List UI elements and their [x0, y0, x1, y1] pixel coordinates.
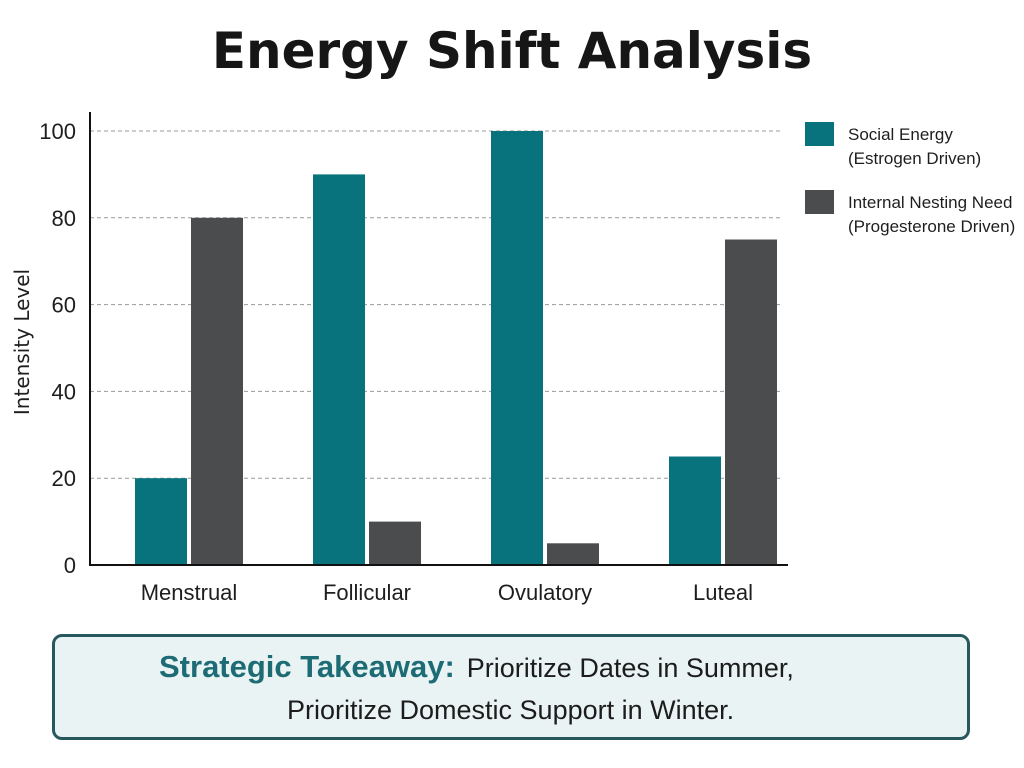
x-tick-label: Follicular — [323, 580, 411, 605]
bars — [135, 131, 777, 566]
takeaway-line-2: Prioritize Domestic Support in Winter. — [55, 695, 967, 726]
bar-menstrual-series-1 — [135, 478, 187, 565]
legend-swatch — [805, 122, 834, 146]
bar-luteal-series-2 — [725, 239, 777, 565]
x-tick-labels: Menstrual Follicular Ovulatory Luteal — [141, 580, 753, 605]
takeaway-text-2: Prioritize Domestic Support in Winter. — [287, 694, 735, 725]
y-axis-title: Intensity Level — [10, 269, 34, 415]
legend-label: (Estrogen Driven) — [848, 149, 981, 168]
legend-swatch — [805, 190, 834, 214]
legend-label: Social Energy — [848, 125, 953, 144]
legend: Social Energy (Estrogen Driven) Internal N… — [805, 122, 1015, 236]
x-tick-label: Ovulatory — [498, 580, 592, 605]
bar-luteal-series-1 — [669, 456, 721, 565]
legend-label: (Progesterone Driven) — [848, 217, 1015, 236]
y-tick-label: 80 — [52, 206, 76, 231]
bar-chart: Energy Shift Analysis Intensity Level 0 2… — [10, 22, 1015, 605]
bar-ovulatory-series-1 — [491, 131, 543, 565]
y-tick-label: 0 — [64, 553, 76, 578]
y-tick-label: 20 — [52, 466, 76, 491]
axes — [89, 112, 788, 566]
x-tick-label: Luteal — [693, 580, 753, 605]
takeaway-text-1: Prioritize Dates in Summer, — [466, 652, 794, 683]
takeaway-line-1: Strategic Takeaway: Prioritize Dates in S… — [55, 649, 967, 685]
legend-label: Internal Nesting Need — [848, 193, 1012, 212]
y-tick-label: 100 — [39, 119, 76, 144]
bar-menstrual-series-2 — [191, 217, 243, 566]
y-tick-label: 40 — [52, 379, 76, 404]
takeaway-box: Strategic Takeaway: Prioritize Dates in S… — [52, 634, 970, 740]
chart-title: Energy Shift Analysis — [212, 22, 812, 80]
y-tick-labels: 0 20 40 60 80 100 — [39, 119, 76, 578]
x-tick-label: Menstrual — [141, 580, 238, 605]
bar-follicular-series-2 — [369, 521, 421, 565]
takeaway-label: Strategic Takeaway: — [159, 648, 455, 684]
y-tick-label: 60 — [52, 293, 76, 318]
bar-ovulatory-series-2 — [547, 543, 599, 565]
bar-follicular-series-1 — [313, 174, 365, 565]
